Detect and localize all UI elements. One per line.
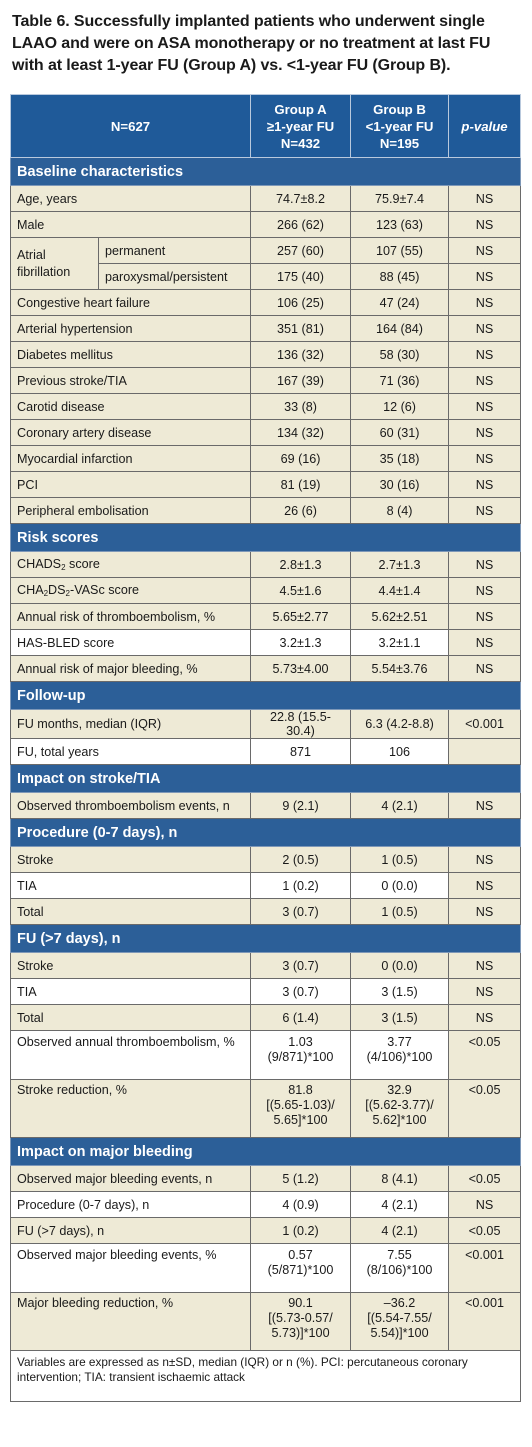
table-row: paroxysmal/persistent 175 (40) 88 (45) NS xyxy=(11,263,522,290)
table-row: Arterial hypertension 351 (81) 164 (84) NS xyxy=(9,315,522,342)
table-row: PCI 81 (19) 30 (16) NS xyxy=(9,471,522,498)
table-row: CHADS2 score 2.8±1.3 2.7±1.3 NS xyxy=(9,551,522,578)
table-row: Atrial fibrillation permanent 257 (60) 107 … xyxy=(10,237,522,290)
table-row: Stroke 2 (0.5) 1 (0.5) NS xyxy=(9,846,522,873)
table-title: Table 6. Successfully implanted patients… xyxy=(12,13,491,74)
table-row: Previous stroke/TIA 167 (39) 71 (36) NS xyxy=(9,367,522,394)
footnote: Variables are expressed as n±SD, median … xyxy=(9,1350,522,1402)
section-header: Procedure (0-7 days), n xyxy=(9,818,522,847)
header-group-b: Group B <1-year FU N=195 xyxy=(350,94,450,158)
header-n: N=627 xyxy=(9,94,252,158)
table-row: Carotid disease 33 (8) 12 (6) NS xyxy=(9,393,522,420)
table-row: Diabetes mellitus 136 (32) 58 (30) NS xyxy=(9,341,522,368)
section-header: Impact on stroke/TIA xyxy=(9,764,522,793)
table-footnote-row: Variables are expressed as n±SD, median … xyxy=(9,1350,522,1402)
table-row: CHA2DS2-VASc score 4.5±1.6 4.4±1.4 NS xyxy=(9,577,522,604)
table-header-row: N=627 Group A ≥1-year FU N=432 Group B <1-y… xyxy=(9,94,522,158)
section-header: Baseline characteristics xyxy=(9,157,522,186)
section-header: FU (>7 days), n xyxy=(9,924,522,953)
table-row: Peripheral embolisation 26 (6) 8 (4) NS xyxy=(9,497,522,524)
table-row: Coronary artery disease 134 (32) 60 (31) NS xyxy=(9,419,522,446)
table-row: Male 266 (62) 123 (63) NS xyxy=(9,211,522,238)
table-row: Annual risk of major bleeding, % 5.73±4.0… xyxy=(9,655,522,682)
header-pvalue: p-value xyxy=(448,94,522,158)
table-row: FU, total years 871 106 xyxy=(9,738,522,765)
header-group-a: Group A ≥1-year FU N=432 xyxy=(250,94,352,158)
table-row: TIA 3 (0.7) 3 (1.5) NS xyxy=(9,978,522,1005)
table-row: Age, years 74.7±8.2 75.9±7.4 NS xyxy=(9,185,522,212)
table-row: Total 3 (0.7) 1 (0.5) NS xyxy=(9,898,522,925)
table-row: Myocardial infarction 69 (16) 35 (18) NS xyxy=(9,445,522,472)
table-row: Congestive heart failure 106 (25) 47 (24) N… xyxy=(9,289,522,316)
table-row: Major bleeding reduction, % 90.1 [(5.73-0.… xyxy=(9,1292,522,1351)
results-table: N=627 Group A ≥1-year FU N=432 Group B <1-y… xyxy=(9,94,522,1402)
table-row: TIA 1 (0.2) 0 (0.0) NS xyxy=(9,872,522,899)
table-row: Stroke 3 (0.7) 0 (0.0) NS xyxy=(9,952,522,979)
section-header: Impact on major bleeding xyxy=(9,1137,522,1166)
section-header: Risk scores xyxy=(9,523,522,552)
table-row: HAS-BLED score 3.2±1.3 3.2±1.1 NS xyxy=(9,629,522,656)
section-header: Follow-up xyxy=(9,681,522,710)
table-row: Stroke reduction, % 81.8 [(5.65-1.03)/5.65… xyxy=(9,1079,522,1138)
table-row: Annual risk of thromboembolism, % 5.65±2.… xyxy=(9,603,522,630)
table-row: Observed annual thromboembolism, % 1.03 (9… xyxy=(9,1030,522,1080)
table-row: Observed major bleeding events, % 0.57 (5/… xyxy=(9,1243,522,1293)
table-row: Total 6 (1.4) 3 (1.5) NS xyxy=(9,1004,522,1031)
table-row: FU months, median (IQR) 22.8 (15.5-30.4) 6… xyxy=(9,709,522,739)
